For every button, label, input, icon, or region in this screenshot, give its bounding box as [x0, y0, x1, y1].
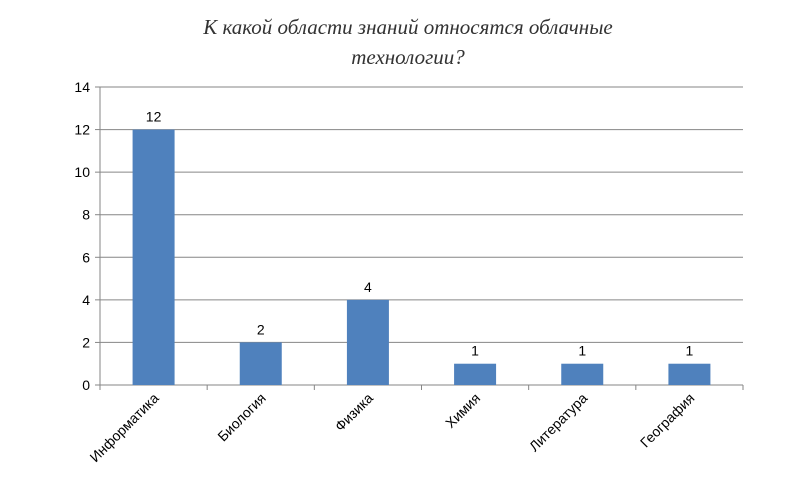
x-tick-label: Литература	[526, 390, 591, 455]
bar	[454, 363, 497, 385]
data-label: 1	[686, 343, 694, 359]
y-tick-label: 6	[82, 249, 90, 265]
chart-title: К какой области знаний относятся облачны…	[0, 12, 800, 72]
data-label: 1	[471, 343, 479, 359]
y-tick-label: 8	[82, 207, 90, 223]
bar	[346, 299, 389, 385]
data-label: 2	[257, 321, 265, 337]
y-tick-label: 2	[82, 334, 90, 350]
x-tick-label: Физика	[332, 390, 377, 435]
chart-title-line-1: К какой области знаний относятся облачны…	[203, 15, 613, 39]
bar	[239, 342, 282, 385]
y-tick-label: 10	[74, 164, 90, 180]
y-tick-label: 14	[74, 79, 90, 95]
bar	[132, 129, 175, 385]
x-tick-label: Биология	[214, 390, 269, 445]
data-label: 4	[364, 279, 372, 295]
y-tick-label: 12	[74, 122, 90, 138]
x-tick-label: Информатика	[86, 390, 161, 465]
bar	[668, 363, 711, 385]
bar	[561, 363, 604, 385]
y-tick-label: 0	[82, 377, 90, 393]
data-label: 12	[146, 109, 162, 125]
x-tick-label: Химия	[442, 390, 483, 431]
y-tick-label: 4	[82, 292, 90, 308]
x-tick-label: География	[637, 390, 698, 451]
data-label: 1	[578, 343, 586, 359]
chart-title-line-2: технологии?	[351, 45, 465, 69]
